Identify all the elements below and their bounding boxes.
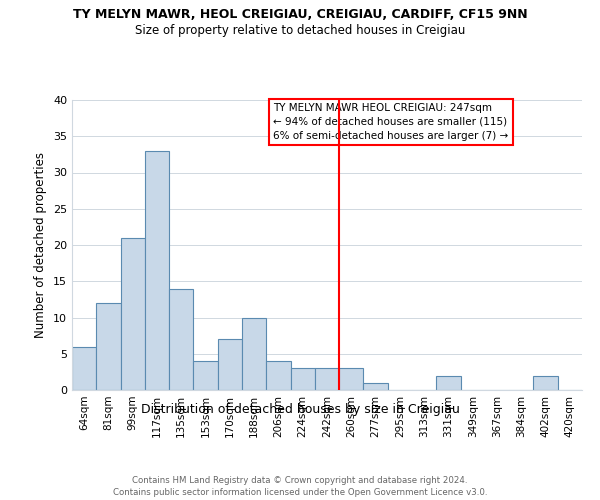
Y-axis label: Number of detached properties: Number of detached properties	[34, 152, 47, 338]
Bar	[364, 383, 388, 390]
Text: Contains public sector information licensed under the Open Government Licence v3: Contains public sector information licen…	[113, 488, 487, 497]
Bar	[169, 288, 193, 390]
Bar	[193, 361, 218, 390]
Bar	[218, 339, 242, 390]
Text: TY MELYN MAWR HEOL CREIGIAU: 247sqm
← 94% of detached houses are smaller (115)
6: TY MELYN MAWR HEOL CREIGIAU: 247sqm ← 94…	[274, 103, 509, 141]
Bar	[315, 368, 339, 390]
Bar	[242, 318, 266, 390]
Bar	[339, 368, 364, 390]
Text: Contains HM Land Registry data © Crown copyright and database right 2024.: Contains HM Land Registry data © Crown c…	[132, 476, 468, 485]
Bar	[96, 303, 121, 390]
Text: TY MELYN MAWR, HEOL CREIGIAU, CREIGIAU, CARDIFF, CF15 9NN: TY MELYN MAWR, HEOL CREIGIAU, CREIGIAU, …	[73, 8, 527, 20]
Text: Size of property relative to detached houses in Creigiau: Size of property relative to detached ho…	[135, 24, 465, 37]
Bar	[533, 376, 558, 390]
Bar	[72, 346, 96, 390]
Bar	[121, 238, 145, 390]
Bar	[436, 376, 461, 390]
Bar	[290, 368, 315, 390]
Bar	[266, 361, 290, 390]
Bar	[145, 151, 169, 390]
Text: Distribution of detached houses by size in Creigiau: Distribution of detached houses by size …	[140, 402, 460, 415]
